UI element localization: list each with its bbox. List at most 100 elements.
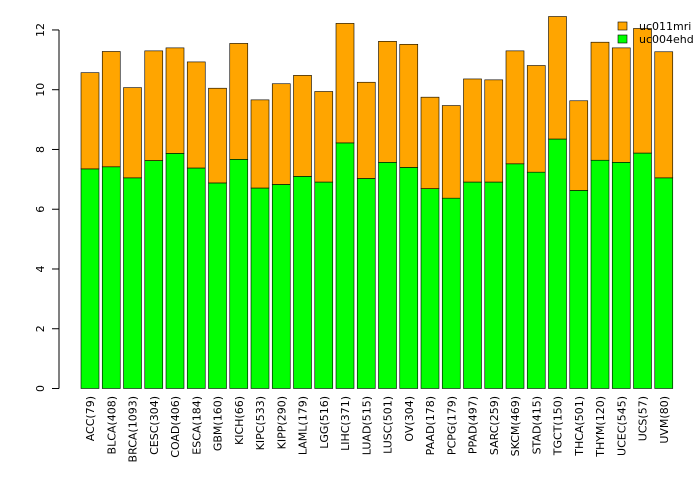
y-tick-label: 2 [34, 325, 47, 332]
bar-segment-uc004ehd [229, 159, 249, 389]
x-category-label: LIHC(371) [339, 396, 352, 451]
x-category-label: GBM(160) [212, 396, 225, 451]
x-category-label: LUSC(501) [382, 396, 395, 454]
bars-group [80, 16, 674, 389]
bar-segment-uc011mri [165, 47, 185, 154]
bar-segment-uc011mri [314, 91, 334, 183]
x-category-label: UCS(57) [637, 396, 650, 441]
bar-segment-uc004ehd [378, 162, 397, 389]
bar-segment-uc004ehd [208, 182, 227, 389]
bar-segment-uc004ehd [590, 159, 610, 389]
bar-segment-uc011mri [399, 43, 419, 168]
bar-segment-uc004ehd [101, 166, 121, 389]
bar-segment-uc004ehd [293, 176, 312, 389]
bar-segment-uc004ehd [271, 184, 291, 389]
bar-segment-uc004ehd [356, 178, 376, 389]
x-category-label: BRCA(1093) [127, 396, 140, 462]
bar-segment-uc004ehd [123, 177, 142, 389]
bar-segment-uc011mri [526, 65, 546, 173]
x-category-label: TGCT(150) [552, 396, 565, 456]
x-category-label: KIPC(533) [254, 396, 267, 450]
bar-segment-uc004ehd [441, 197, 461, 389]
y-tick-label: 4 [34, 265, 47, 272]
bar-segment-uc011mri [250, 99, 270, 189]
bar-segment-uc011mri [654, 51, 674, 179]
x-category-label: PCPG(179) [445, 396, 458, 455]
bar-segment-uc004ehd [611, 162, 631, 389]
bar-segment-uc004ehd [633, 152, 652, 389]
bar-segment-uc004ehd [165, 153, 185, 389]
y-tick-label: 8 [34, 146, 47, 153]
bar-segment-uc011mri [293, 75, 312, 177]
x-category-label: PPAD(497) [467, 396, 480, 454]
x-category-label: CESC(304) [148, 396, 161, 455]
bar-segment-uc011mri [590, 41, 610, 161]
legend-swatch-uc011mri [617, 21, 628, 31]
x-category-label: OV(304) [403, 396, 416, 442]
x-category-label: ACC(79) [84, 396, 97, 441]
y-axis: 0 2 4 6 8 10 12 [34, 23, 60, 392]
x-category-label: LAML(179) [297, 396, 310, 455]
bar-segment-uc004ehd [335, 142, 355, 389]
x-category-label: SARC(259) [488, 396, 501, 455]
x-category-label: STAD(415) [530, 396, 543, 454]
x-category-label: UCEC(545) [615, 396, 628, 456]
bar-segment-uc011mri [80, 72, 100, 170]
bar-segment-uc004ehd [80, 168, 100, 389]
bar-segment-uc004ehd [186, 167, 206, 389]
bar-segment-uc004ehd [654, 177, 674, 389]
x-category-label: THCA(501) [573, 396, 586, 457]
y-tick-label: 6 [34, 206, 47, 213]
bar-segment-uc011mri [463, 78, 482, 183]
x-category-label: SKCM(469) [509, 396, 522, 456]
x-category-label: COAD(406) [169, 396, 182, 458]
bar-segment-uc011mri [484, 79, 504, 183]
bar-segment-uc011mri [441, 105, 461, 199]
legend-label-uc004ehd: uc004ehd [639, 33, 694, 46]
x-category-label: UVM(80) [658, 396, 671, 444]
bar-segment-uc011mri [569, 100, 589, 191]
bar-segment-uc011mri [123, 87, 142, 179]
bar-segment-uc011mri [101, 51, 121, 168]
bar-segment-uc011mri [548, 16, 567, 140]
bar-segment-uc004ehd [144, 160, 164, 389]
x-category-label: LGG(516) [318, 396, 331, 449]
bar-segment-uc011mri [356, 81, 376, 179]
x-category-label: ESCA(184) [190, 396, 203, 455]
y-tick-label: 10 [34, 83, 47, 97]
bar-segment-uc004ehd [569, 190, 589, 389]
bar-segment-uc004ehd [399, 167, 419, 389]
bar-segment-uc011mri [208, 87, 227, 184]
bar-segment-uc004ehd [420, 188, 440, 389]
bar-segment-uc004ehd [548, 138, 567, 389]
bar-segment-uc011mri [186, 61, 206, 169]
bar-segment-uc004ehd [314, 181, 334, 389]
bar-segment-uc004ehd [526, 171, 546, 389]
y-tick-label: 0 [34, 385, 47, 392]
y-tick-label: 12 [34, 23, 47, 37]
legend-label-uc011mri: uc011mri [639, 20, 691, 33]
x-category-label: LUAD(515) [360, 396, 373, 455]
bar-segment-uc011mri [229, 43, 249, 160]
bar-segment-uc011mri [335, 23, 355, 144]
x-category-label: BLCA(408) [105, 396, 118, 454]
x-category-label: PAAD(178) [424, 396, 437, 455]
x-axis-labels: ACC(79) BLCA(408) BRCA(1093) CESC(304) COAD(… [84, 396, 671, 462]
bar-segment-uc004ehd [463, 181, 482, 389]
legend-swatch-uc004ehd [617, 34, 628, 44]
x-category-label: KIPP(290) [275, 396, 288, 449]
bar-segment-uc011mri [378, 41, 397, 163]
bar-segment-uc011mri [633, 28, 652, 154]
bar-segment-uc011mri [420, 96, 440, 189]
bar-segment-uc011mri [505, 50, 525, 165]
bar-segment-uc011mri [144, 50, 164, 161]
bar-segment-uc011mri [271, 83, 291, 185]
bar-segment-uc011mri [611, 47, 631, 163]
bar-segment-uc004ehd [505, 163, 525, 389]
bar-segment-uc004ehd [250, 187, 270, 389]
x-category-label: KICH(66) [233, 396, 246, 445]
x-category-label: THYM(120) [594, 396, 607, 458]
